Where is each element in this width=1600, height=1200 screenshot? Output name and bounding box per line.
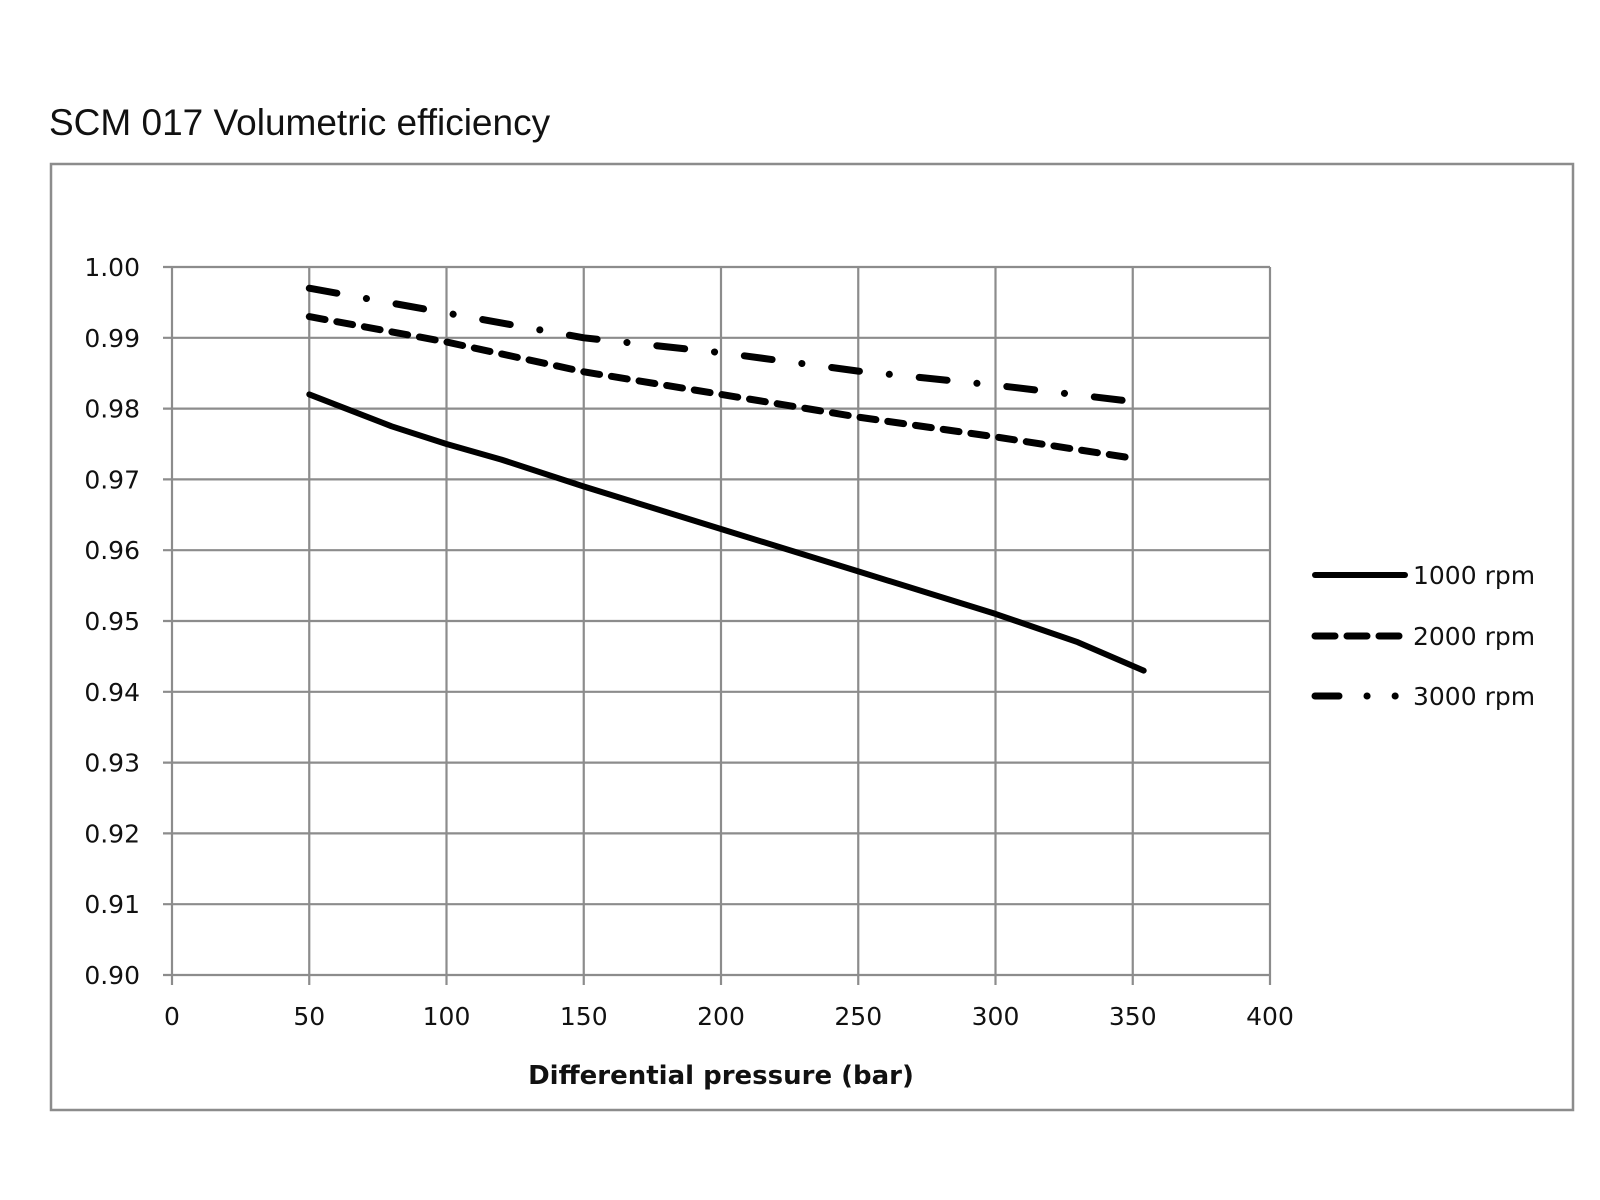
y-tick-label: 0.99 [84, 324, 140, 353]
y-tick-label: 0.94 [84, 678, 140, 707]
x-tick-label: 150 [560, 1002, 608, 1031]
y-tick-label: 0.93 [84, 749, 140, 778]
legend-item: 3000 rpm [1311, 682, 1535, 711]
x-tick-label: 0 [164, 1002, 180, 1031]
x-axis-ticks: 0 50 100 150 200 250 300 350 400 [164, 1002, 1294, 1031]
x-axis-label: Differential pressure (bar) [528, 1061, 914, 1091]
legend: 1000 rpm 2000 rpm 3000 rpm [1311, 561, 1535, 711]
chart-frame [49, 162, 1575, 1112]
y-tick-label: 0.98 [84, 395, 140, 424]
x-tick-label: 300 [972, 1002, 1020, 1031]
legend-label: 2000 rpm [1413, 622, 1535, 651]
grid [163, 265, 1272, 985]
plot-series [305, 284, 1147, 674]
x-tick-label: 250 [834, 1002, 882, 1031]
legend-label: 3000 rpm [1413, 682, 1535, 711]
chart-title: SCM 017 Volumetric efficiency [49, 102, 551, 143]
x-tick-label: 350 [1109, 1002, 1157, 1031]
y-tick-label: 1.00 [84, 253, 140, 282]
y-tick-label: 0.95 [84, 607, 140, 636]
x-tick-label: 100 [423, 1002, 471, 1031]
y-axis-ticks: 1.00 0.99 0.98 0.97 0.96 0.95 0.94 0.93 0.92 0.91… [84, 253, 140, 990]
y-tick-label: 0.97 [84, 465, 140, 494]
legend-item: 1000 rpm [1312, 561, 1535, 590]
series-line-2000-rpm [305, 313, 1137, 462]
y-tick-label: 0.90 [84, 961, 140, 990]
y-tick-label: 0.91 [84, 890, 140, 919]
x-tick-label: 50 [293, 1002, 325, 1031]
legend-label: 1000 rpm [1413, 561, 1535, 590]
legend-item: 2000 rpm [1311, 622, 1535, 651]
series-line-1000-rpm [306, 391, 1147, 674]
y-tick-label: 0.92 [84, 819, 140, 848]
y-tick-label: 0.96 [84, 536, 140, 565]
x-tick-label: 200 [697, 1002, 745, 1031]
x-tick-label: 400 [1246, 1002, 1294, 1031]
